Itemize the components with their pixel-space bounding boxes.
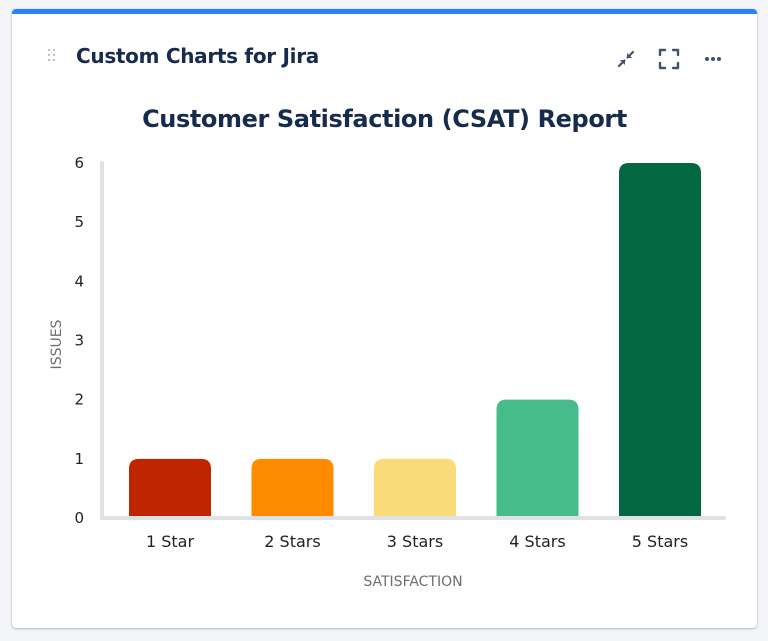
x-tick-label: 4 Stars [509,532,565,551]
y-tick-label: 6 [74,154,84,172]
x-tick-label: 5 Stars [632,532,688,551]
chart-title: Customer Satisfaction (CSAT) Report [142,105,627,133]
bar-3-stars[interactable] [374,458,456,518]
y-tick-label: 0 [74,509,84,527]
collapse-button[interactable] [612,45,640,73]
card-accent-bar [12,9,757,14]
drag-handle-icon[interactable] [48,49,58,65]
y-tick-label: 3 [74,332,84,350]
y-tick-label: 4 [74,272,84,290]
y-tick-label: 1 [74,450,84,468]
x-tick-label: 1 Star [146,532,195,551]
fullscreen-icon [658,48,680,70]
x-axis-title: SATISFACTION [363,574,462,590]
bar-chart: 0 1 2 3 4 5 6 1 Star 2 Stars 3 Stars 4 Stars 5 Sta… [49,154,726,590]
bar-5-stars[interactable] [619,163,701,518]
x-tick-label: 3 Stars [387,532,443,551]
more-options-button[interactable] [699,45,727,73]
chart-gadget-card: Custom Charts for Jira Customer Satisfac… [12,9,757,628]
y-tick-label: 2 [74,391,84,409]
bar-1-star[interactable] [129,458,211,518]
fullscreen-button[interactable] [655,45,683,73]
gadget-title: Custom Charts for Jira [76,44,319,68]
bar-2-stars[interactable] [251,458,334,518]
y-tick-label: 5 [74,213,84,231]
bar-4-stars[interactable] [496,399,579,518]
collapse-icon [617,50,635,68]
more-icon [705,57,721,61]
x-tick-label: 2 Stars [264,532,320,551]
y-axis-title: ISSUES [49,319,65,369]
